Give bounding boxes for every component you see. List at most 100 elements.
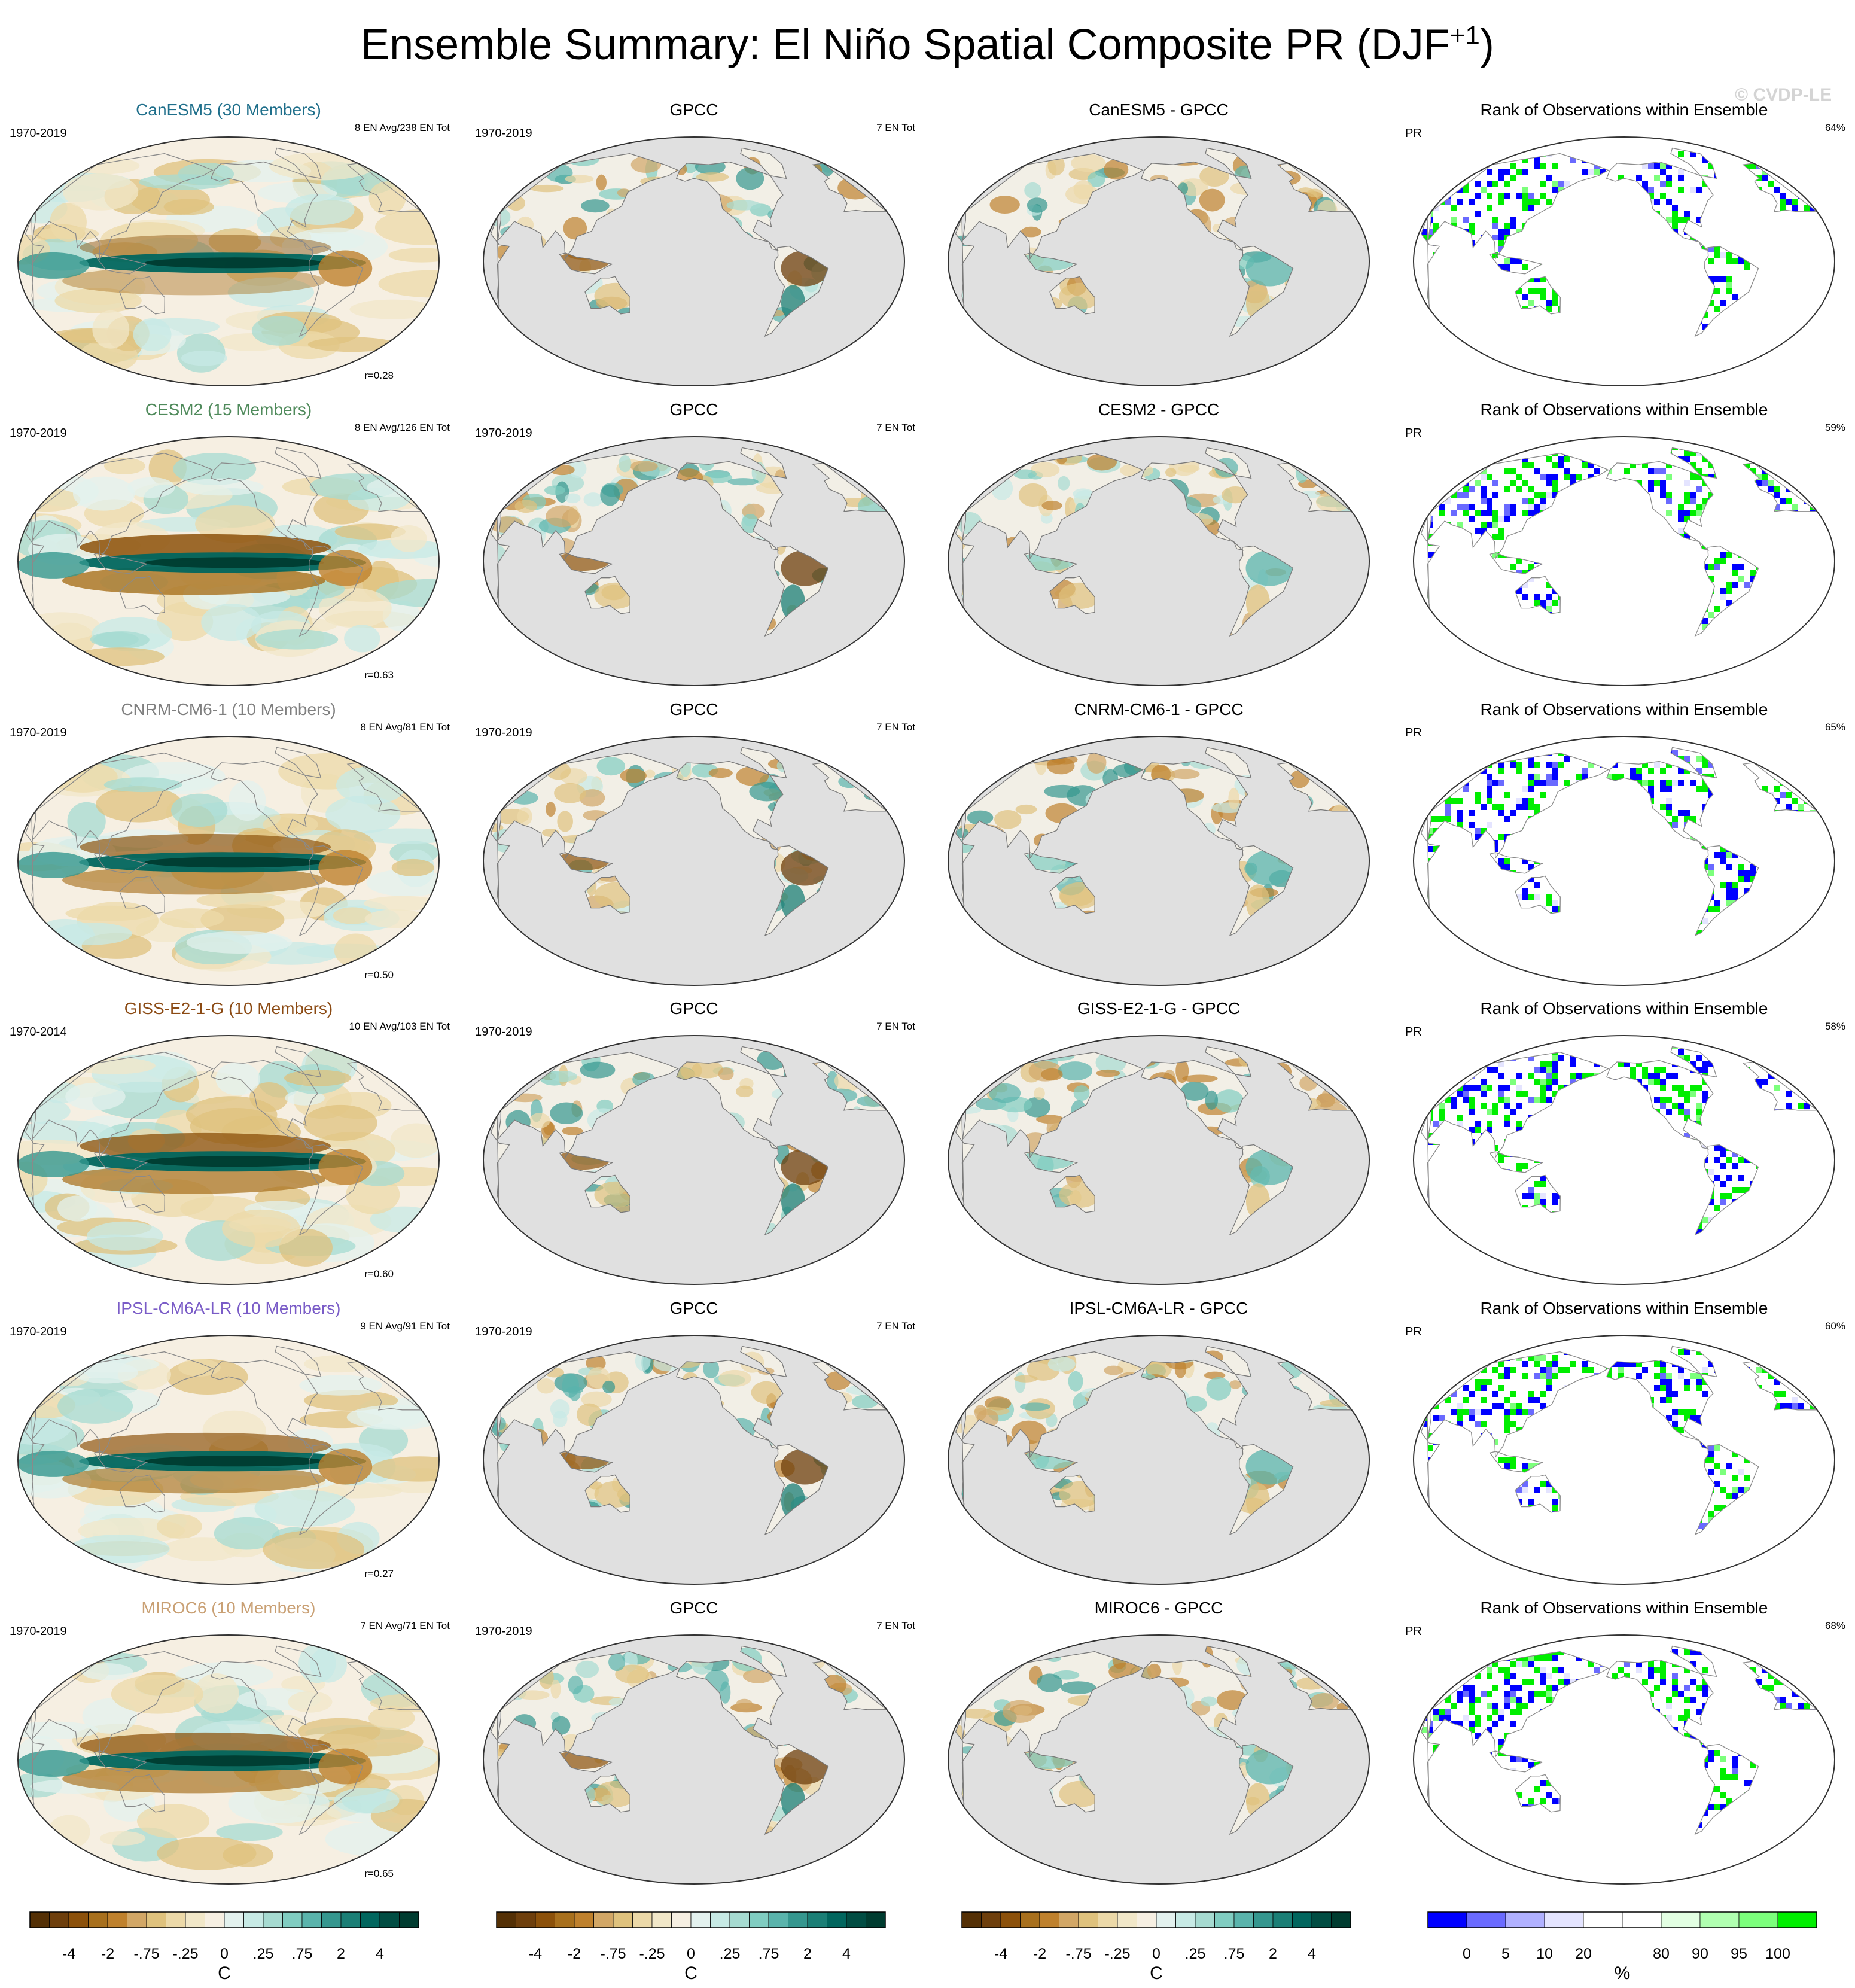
anomaly-blob xyxy=(364,909,427,928)
event-count-label: 7 EN Tot xyxy=(876,1620,915,1631)
coastline-africa xyxy=(25,816,45,908)
colorbar-swatches xyxy=(29,1911,419,1928)
map-svg xyxy=(1413,736,1835,986)
colorbar-swatch xyxy=(1777,1911,1817,1928)
colorbar-swatch xyxy=(399,1911,419,1928)
colorbar-swatch xyxy=(632,1911,653,1928)
variable-label: PR xyxy=(1405,1625,1422,1638)
land-anomaly-blob xyxy=(516,1690,550,1700)
coastline-samerica xyxy=(1694,845,1759,937)
map-svg xyxy=(948,136,1370,386)
amazon-dry xyxy=(318,550,373,586)
coastline-greenland xyxy=(1205,1645,1252,1678)
land-anomaly-blob xyxy=(720,1681,731,1704)
map-svg xyxy=(1413,436,1835,686)
percent-label: 58% xyxy=(1824,1021,1845,1032)
coastline-eurasia xyxy=(497,753,679,860)
period-label: 1970-2019 xyxy=(10,127,67,140)
colorbar-swatch xyxy=(749,1911,769,1928)
colorbar-tick-label: .25 xyxy=(719,1946,741,1962)
coastline-greenland xyxy=(275,1046,322,1078)
colorbar-swatch xyxy=(166,1911,186,1928)
land-anomaly-blob xyxy=(727,478,759,486)
figure-title: Ensemble Summary: El Niño Spatial Compos… xyxy=(0,20,1855,69)
coastline-namerica xyxy=(1606,161,1714,251)
map-border xyxy=(948,136,1370,386)
colorbar-tick-label: 5 xyxy=(1501,1946,1510,1962)
colorbar-swatch xyxy=(1253,1911,1274,1928)
coastline-eurasia xyxy=(497,1351,679,1459)
panel-title: GPCC xyxy=(669,1299,718,1317)
map xyxy=(1409,1031,1839,1289)
land-anomaly-blob xyxy=(1104,1365,1123,1375)
land-anomaly-blob xyxy=(565,175,594,184)
coastline-samerica xyxy=(298,545,364,637)
land-anomaly-blob xyxy=(600,484,620,506)
anomaly-blob xyxy=(48,1815,90,1849)
map-border xyxy=(948,436,1370,686)
land-anomaly-blob xyxy=(1047,1357,1076,1372)
anomaly-blob xyxy=(57,1388,133,1424)
coastline-indonesia xyxy=(1024,552,1079,574)
coastline-namerica xyxy=(1606,461,1714,551)
land-anomaly-blob xyxy=(1183,1396,1207,1412)
indian-ocean-wet xyxy=(18,1450,89,1477)
land-anomaly-blob xyxy=(708,768,733,778)
panel-title: Rank of Observations within Ensemble xyxy=(1480,1299,1768,1317)
coastline-europe_w xyxy=(812,462,888,512)
colorbar-swatch xyxy=(205,1911,225,1928)
coastline-namerica xyxy=(1606,1659,1714,1749)
anomaly-blob xyxy=(48,761,118,793)
colorbar-swatch xyxy=(613,1911,633,1928)
colorbar-tick-label: 4 xyxy=(842,1946,851,1962)
coastline-samerica xyxy=(298,1444,364,1536)
coastline-africa xyxy=(490,1115,510,1207)
coastline-indonesia xyxy=(1489,1151,1544,1173)
wet-band-core xyxy=(144,857,324,868)
watermark: © CVDP-LE xyxy=(1735,85,1832,105)
colorbar-swatches xyxy=(1427,1911,1817,1928)
anomaly-blob xyxy=(74,647,165,666)
anomaly-blob xyxy=(179,478,264,496)
coastline-samerica xyxy=(1229,1444,1294,1536)
anomaly-blob xyxy=(299,1375,382,1396)
anomaly-blob xyxy=(65,905,153,921)
coastline-australia xyxy=(119,276,165,315)
map-border xyxy=(1413,436,1835,686)
anomaly-blob xyxy=(92,310,130,349)
colorbar-tick-label: 2 xyxy=(803,1946,812,1962)
pattern-correlation-label: r=0.27 xyxy=(364,1568,394,1579)
land-anomaly-blob xyxy=(1030,462,1060,477)
land-anomaly-blob xyxy=(1060,1681,1096,1694)
land-anomaly-blob xyxy=(751,1381,782,1404)
coastline-eurasia xyxy=(962,1351,1144,1459)
coastline-australia xyxy=(1515,276,1561,315)
colorbar-swatch xyxy=(788,1911,808,1928)
colorbar-tick-label: 10 xyxy=(1536,1946,1553,1962)
coastline-africa xyxy=(25,1415,45,1507)
anomaly-blob xyxy=(334,523,406,540)
coastline-eurasia xyxy=(1427,153,1609,260)
observation-panel-6: GPCC 1970-2019 7 EN Tot xyxy=(473,1599,915,1898)
anomaly-blob xyxy=(288,1691,333,1713)
land-anomaly-blob xyxy=(1229,1380,1242,1389)
colorbar-tick-label: 4 xyxy=(376,1946,384,1962)
coastline-samerica xyxy=(298,1144,364,1236)
anomaly-blob xyxy=(163,199,214,215)
colorbar-tick-label: 20 xyxy=(1575,1946,1592,1962)
coastline-africa xyxy=(25,217,45,309)
panel-title: GISS-E2-1-G - GPCC xyxy=(1077,999,1241,1018)
panel-title: MIROC6 (10 Members) xyxy=(141,1599,316,1617)
event-count-label: 7 EN Tot xyxy=(876,721,915,733)
coastline-namerica xyxy=(1606,1359,1714,1450)
coastline-greenland xyxy=(1670,1345,1717,1378)
land-anomaly-blob xyxy=(562,1127,583,1135)
colorbar-swatch xyxy=(1156,1911,1176,1928)
colorbar-swatch xyxy=(555,1911,575,1928)
map xyxy=(13,133,444,390)
colorbar-tick-label: -.25 xyxy=(172,1946,199,1962)
colorbar-difference: -4 -2 -.75 -.25 0 .25 .75 2 4 C xyxy=(961,1911,1351,1984)
colorbar-swatch xyxy=(1622,1911,1662,1928)
panel-title: Rank of Observations within Ensemble xyxy=(1480,700,1768,719)
land-anomaly-blob xyxy=(619,455,632,473)
